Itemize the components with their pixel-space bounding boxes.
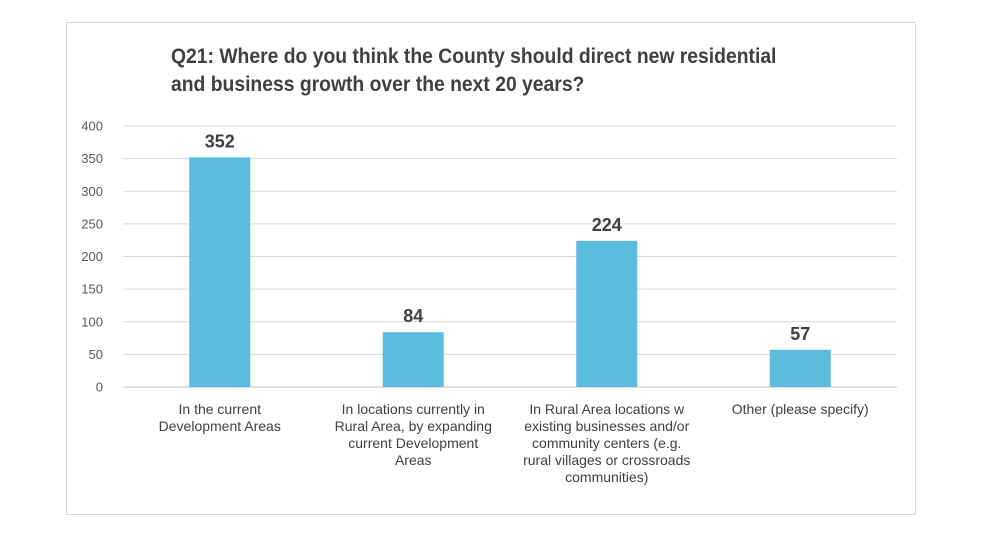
x-category-line: Other (please specify) [731,401,869,417]
data-label: 224 [592,215,622,235]
y-tick-label: 0 [96,380,103,395]
x-category-line: communities) [565,469,649,485]
x-category-line: current Development [348,435,479,451]
chart-title: Q21: Where do you think the County shoul… [171,45,777,96]
y-tick-label: 300 [81,184,103,199]
x-category-line: In the current [178,401,262,417]
x-category-line: Development Areas [158,418,281,434]
data-labels: 352 84 224 57 [205,131,811,343]
y-tick-label: 250 [81,216,103,231]
bar [576,240,638,387]
data-label: 57 [790,324,810,344]
x-category-label: In the current Development Areas [130,401,310,435]
x-category-line: rural villages or crossroads [523,452,691,468]
gridlines [123,125,897,388]
y-axis-ticks: 0 50 100 150 200 250 300 350 400 [81,119,103,395]
chart-plot: 0 50 100 150 200 250 300 350 400 352 84 224 57 [81,119,897,395]
chart-frame: Q21: Where do you think the County shoul… [66,22,916,515]
bar [769,349,831,387]
data-label: 84 [403,306,423,326]
y-tick-label: 150 [81,282,103,297]
data-label: 352 [205,131,235,151]
bars [189,157,831,387]
y-tick-label: 100 [81,314,103,329]
x-category-line: Areas [394,452,432,468]
y-tick-label: 50 [89,347,103,362]
x-category-label: In Rural Area locations w existing busine… [517,401,697,486]
y-tick-label: 200 [81,249,103,264]
bar [382,332,444,387]
x-category-line: In locations currently in [341,401,485,417]
y-tick-label: 350 [81,151,103,166]
x-category-label: In locations currently in Rural Area, by … [323,401,503,469]
x-category-line: In Rural Area locations w [529,401,685,417]
x-category-line: existing businesses and/or [524,418,690,434]
x-category-label: Other (please specify) [710,401,890,418]
x-category-line: community centers (e.g. [532,435,682,451]
x-category-line: Rural Area, by expanding [334,418,492,434]
bar [189,157,251,387]
y-tick-label: 400 [81,119,103,134]
